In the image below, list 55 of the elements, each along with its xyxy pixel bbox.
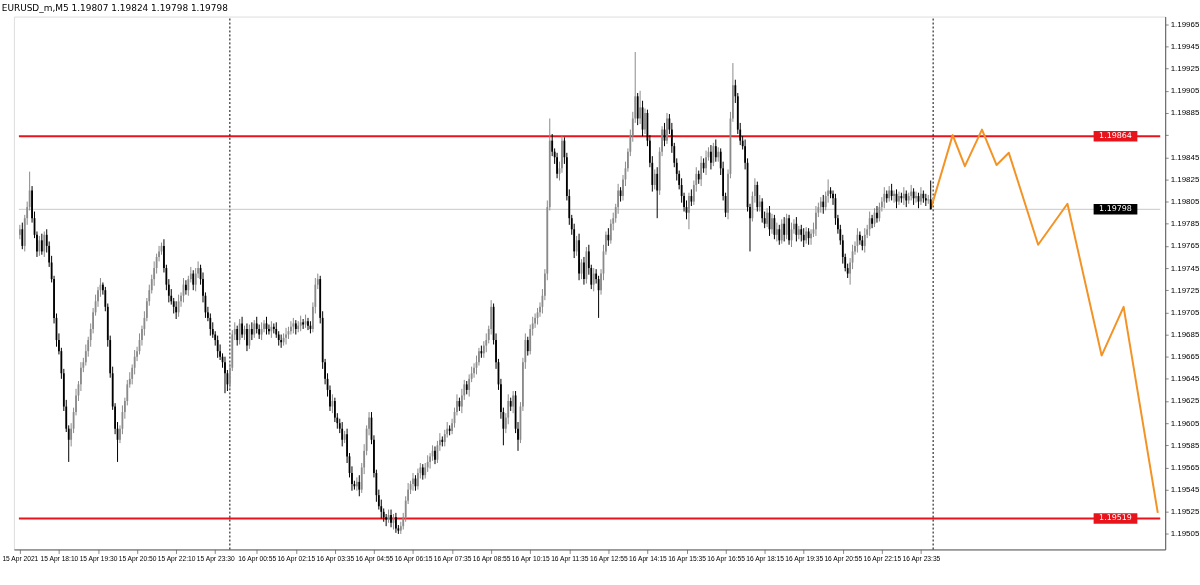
y-tick-label: 1.19545 (1170, 485, 1200, 495)
y-tick-label: 1.19525 (1170, 507, 1200, 517)
candlestick (224, 356, 226, 394)
y-tick-label: 1.19945 (1170, 41, 1200, 51)
candlestick (18, 224, 21, 240)
y-tick-label: 1.19725 (1170, 285, 1200, 295)
y-tick-label: 1.19645 (1170, 374, 1200, 384)
y-tick-label: 1.19745 (1170, 263, 1200, 273)
candlestick (712, 142, 715, 167)
chart-title: EURUSD_m,M5 1.19807 1.19824 1.19798 1.19798 (1, 3, 229, 14)
y-tick-label: 1.19625 (1170, 396, 1200, 406)
y-tick-label: 1.19705 (1170, 307, 1200, 317)
candlestick (771, 213, 773, 235)
y-tick-label: 1.19565 (1170, 462, 1200, 472)
candlestick (644, 108, 646, 135)
candlestick (43, 230, 46, 258)
y-tick-label: 1.19885 (1170, 108, 1200, 118)
candlestick (290, 320, 292, 336)
y-tick-label: 1.19785 (1170, 219, 1200, 229)
ref-line-label: 1.19519 (1099, 513, 1132, 523)
candlestick (876, 205, 878, 224)
candlestick (216, 335, 219, 359)
candlestick (783, 216, 786, 242)
ref-line-label: 1.19864 (1099, 131, 1132, 141)
candlestick (666, 112, 668, 145)
candlestick (578, 233, 580, 281)
candlestick (526, 336, 529, 357)
candlestick (185, 279, 187, 296)
y-tick-label: 1.19665 (1170, 352, 1200, 362)
y-tick-label: 1.19925 (1170, 64, 1200, 74)
y-tick-label: 1.19505 (1170, 529, 1200, 539)
candlestick (775, 222, 778, 242)
candlestick (238, 318, 241, 345)
candlestick (653, 168, 656, 190)
candlestick (575, 235, 578, 257)
candlestick (893, 189, 895, 204)
candlestick (307, 317, 309, 331)
y-tick-label: 1.19965 (1170, 19, 1200, 29)
y-tick-label: 1.19765 (1170, 241, 1200, 251)
y-tick-label: 1.19585 (1170, 440, 1200, 450)
candlestick (688, 192, 690, 230)
ref-line-label: 1.19798 (1099, 204, 1132, 214)
candlestick (915, 191, 917, 204)
candlestick (556, 152, 558, 179)
line-series (929, 128, 1159, 514)
candlestick (871, 214, 873, 229)
y-tick-label: 1.19685 (1170, 330, 1200, 339)
candlestick (780, 218, 783, 245)
y-tick-label: 1.19605 (1170, 418, 1200, 428)
candlestick (788, 214, 790, 246)
y-tick-label: 1.19845 (1170, 152, 1200, 162)
y-tick-label: 1.19905 (1170, 86, 1200, 96)
y-tick-label: 1.19805 (1170, 197, 1200, 207)
candlestick (761, 197, 764, 224)
y-tick-label: 1.19825 (1170, 174, 1200, 184)
